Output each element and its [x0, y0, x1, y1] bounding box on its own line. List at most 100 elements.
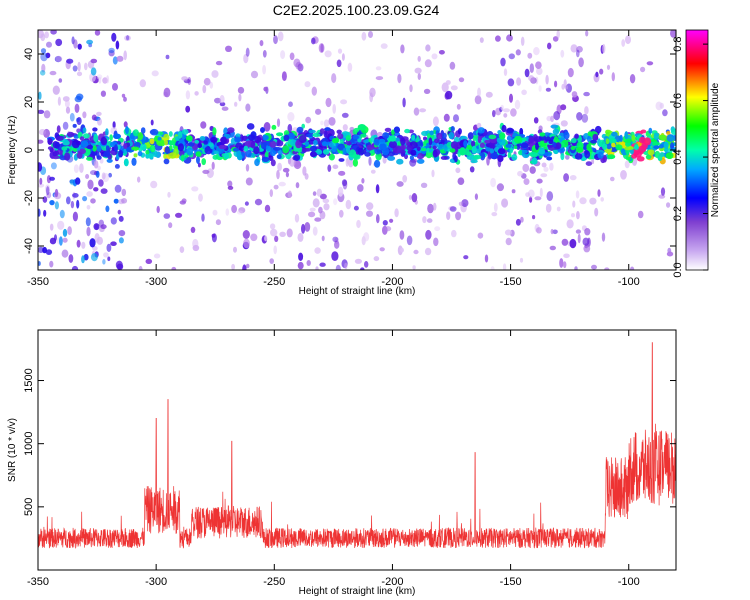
- spectrogram-cell: [472, 135, 477, 142]
- spectrogram-cell: [171, 266, 177, 270]
- spectrogram-cell: [47, 137, 53, 145]
- spectrogram-cell: [308, 129, 316, 134]
- spectrogram-cell: [416, 158, 425, 164]
- spectrogram-cell: [44, 31, 49, 39]
- spectrogram-cell: [535, 61, 542, 69]
- spectrogram-cell: [81, 255, 85, 264]
- spectrogram-cell: [315, 266, 319, 270]
- spectrogram-cell: [600, 197, 604, 202]
- spectrogram-cell: [574, 266, 578, 270]
- spectrogram-cell: [114, 144, 118, 153]
- spectrogram-cell: [101, 172, 106, 180]
- spectrogram-cell: [370, 169, 376, 174]
- spectrogram-cell: [77, 61, 81, 72]
- spectrogram-cell: [531, 157, 538, 165]
- spectrogram-cell: [268, 155, 274, 162]
- spectrogram-cell: [243, 238, 250, 249]
- spectrogram-cell: [116, 263, 124, 270]
- spectrogram-cell: [339, 209, 344, 218]
- spectrogram-cell: [345, 145, 351, 154]
- spectrogram-cell: [72, 65, 78, 72]
- spectrogram-cell: [273, 184, 279, 190]
- spectrogram-cell: [121, 188, 127, 197]
- spectrogram-cell: [263, 122, 271, 132]
- spectrogram-cell: [432, 202, 437, 211]
- spectrogram-cell: [597, 189, 601, 197]
- spectrogram-cell: [373, 256, 380, 262]
- spectrogram-cell: [179, 138, 185, 143]
- spectrogram-cell: [539, 132, 546, 137]
- spectrogram-cell: [177, 143, 184, 152]
- spectrogram-cell: [40, 52, 48, 62]
- spectrogram-cell: [76, 199, 80, 209]
- spectrogram-cell: [647, 149, 655, 156]
- spectrogram-cell: [287, 132, 295, 140]
- spectrogram-cell: [433, 237, 439, 247]
- spectrogram-cell: [666, 251, 674, 257]
- spectrogram-cell: [446, 211, 451, 220]
- spectrogram-xlabel: Height of straight line (km): [299, 286, 416, 297]
- spectrogram-cell: [261, 156, 270, 162]
- spectrogram-cell: [62, 228, 68, 237]
- spectrogram-cell: [336, 129, 342, 134]
- spectrogram-cell: [285, 171, 289, 178]
- spectrogram-cell: [605, 138, 610, 145]
- spectrogram-cell: [631, 134, 636, 142]
- spectrogram-cell: [276, 139, 284, 147]
- spectrogram-cell: [423, 88, 431, 94]
- spectrogram-cell: [69, 112, 75, 122]
- spectrogram-cell: [271, 124, 277, 130]
- spectrogram-cell: [105, 128, 109, 136]
- spectrogram-cell: [73, 39, 78, 49]
- spectrogram-cell: [93, 187, 99, 192]
- spectrogram-cell: [264, 151, 269, 158]
- spectrogram-cell: [86, 156, 93, 161]
- spectrogram-cell: [318, 206, 323, 214]
- spectrogram-cell: [153, 150, 158, 158]
- spectrogram-cell: [659, 144, 664, 149]
- spectrogram-cell: [185, 135, 193, 142]
- spectrogram-cell: [585, 161, 593, 167]
- spectrogram-cell: [49, 260, 54, 268]
- spectrogram-cell: [419, 108, 427, 113]
- spectrogram-cell: [492, 110, 496, 118]
- spectrogram-cell: [94, 233, 100, 243]
- spectrogram-cell: [585, 30, 589, 37]
- spectrogram-cell: [440, 155, 448, 160]
- snr-ytick-label: 1500: [23, 368, 35, 392]
- spectrogram-cell: [594, 207, 599, 217]
- spectrogram-cell: [260, 127, 265, 133]
- colorbar-tick-label: 0.6: [672, 93, 684, 108]
- spectrogram-cell: [62, 121, 69, 130]
- spectrogram-cell: [49, 176, 55, 181]
- spectrogram-cell: [519, 127, 524, 136]
- spectrogram-cell: [84, 62, 88, 71]
- spectrogram-cell: [286, 228, 293, 238]
- spectrogram-cell: [660, 187, 666, 196]
- spectrogram-cell: [476, 122, 482, 129]
- spectrogram-cell: [201, 213, 205, 222]
- spectrogram-cell: [126, 146, 132, 152]
- spectrogram-cell: [547, 42, 552, 50]
- spectrogram-cell: [304, 222, 311, 232]
- spectrogram-cell: [560, 120, 568, 127]
- spectrogram-cell: [484, 139, 491, 144]
- snr-xtick-label: -250: [263, 576, 285, 588]
- spectrogram-cell: [490, 152, 499, 160]
- spectrogram-cell: [121, 93, 126, 98]
- spectrogram-cell: [214, 97, 222, 104]
- spectrogram-cell: [90, 198, 96, 204]
- spectrogram-cell: [79, 163, 84, 174]
- spectrogram-cell: [360, 133, 367, 138]
- colorbar-tick-label: 0.2: [672, 206, 684, 221]
- spectrogram-cell: [519, 257, 524, 263]
- snr-xlabel: Height of straight line (km): [299, 586, 416, 597]
- spectrogram-cell: [273, 146, 281, 151]
- spectrogram-cell: [165, 54, 170, 60]
- spectrogram-cell: [553, 136, 559, 144]
- spectrogram-cell: [45, 249, 53, 256]
- spectrogram-cell: [391, 129, 395, 136]
- spectrogram-cell: [293, 154, 301, 162]
- spectrogram-cell: [150, 180, 158, 189]
- spectrogram-cell: [550, 115, 554, 123]
